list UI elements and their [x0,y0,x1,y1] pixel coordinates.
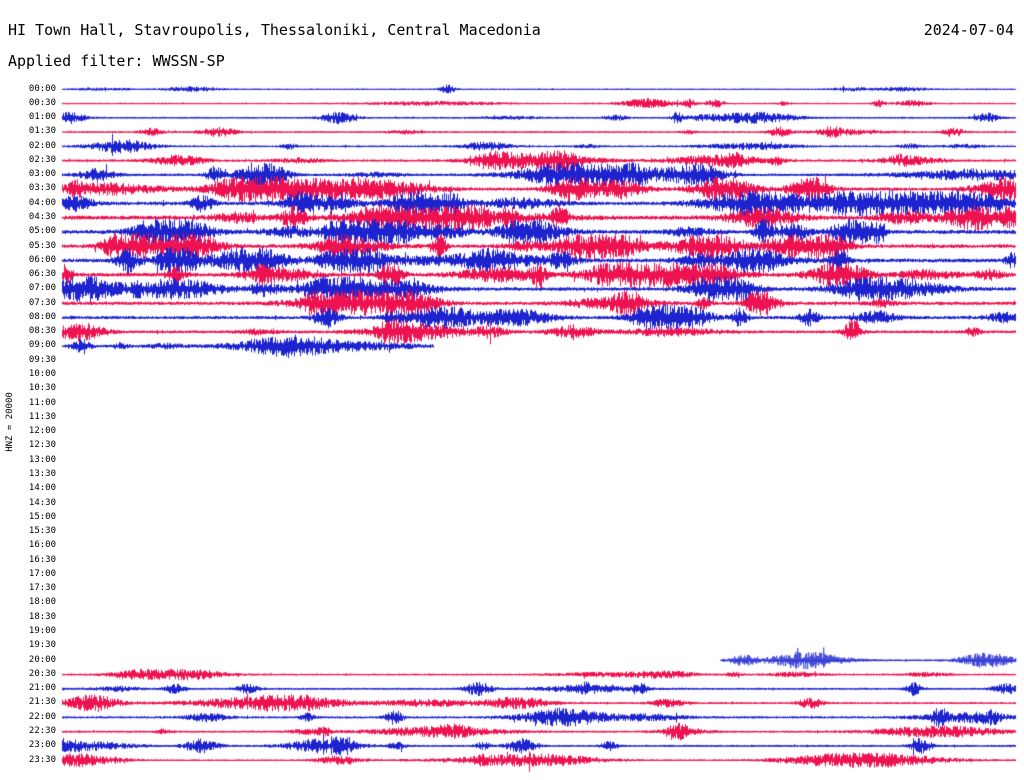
helicorder-page: HI Town Hall, Stavroupolis, Thessaloniki… [0,0,1024,780]
seismogram-canvas [0,0,1024,780]
